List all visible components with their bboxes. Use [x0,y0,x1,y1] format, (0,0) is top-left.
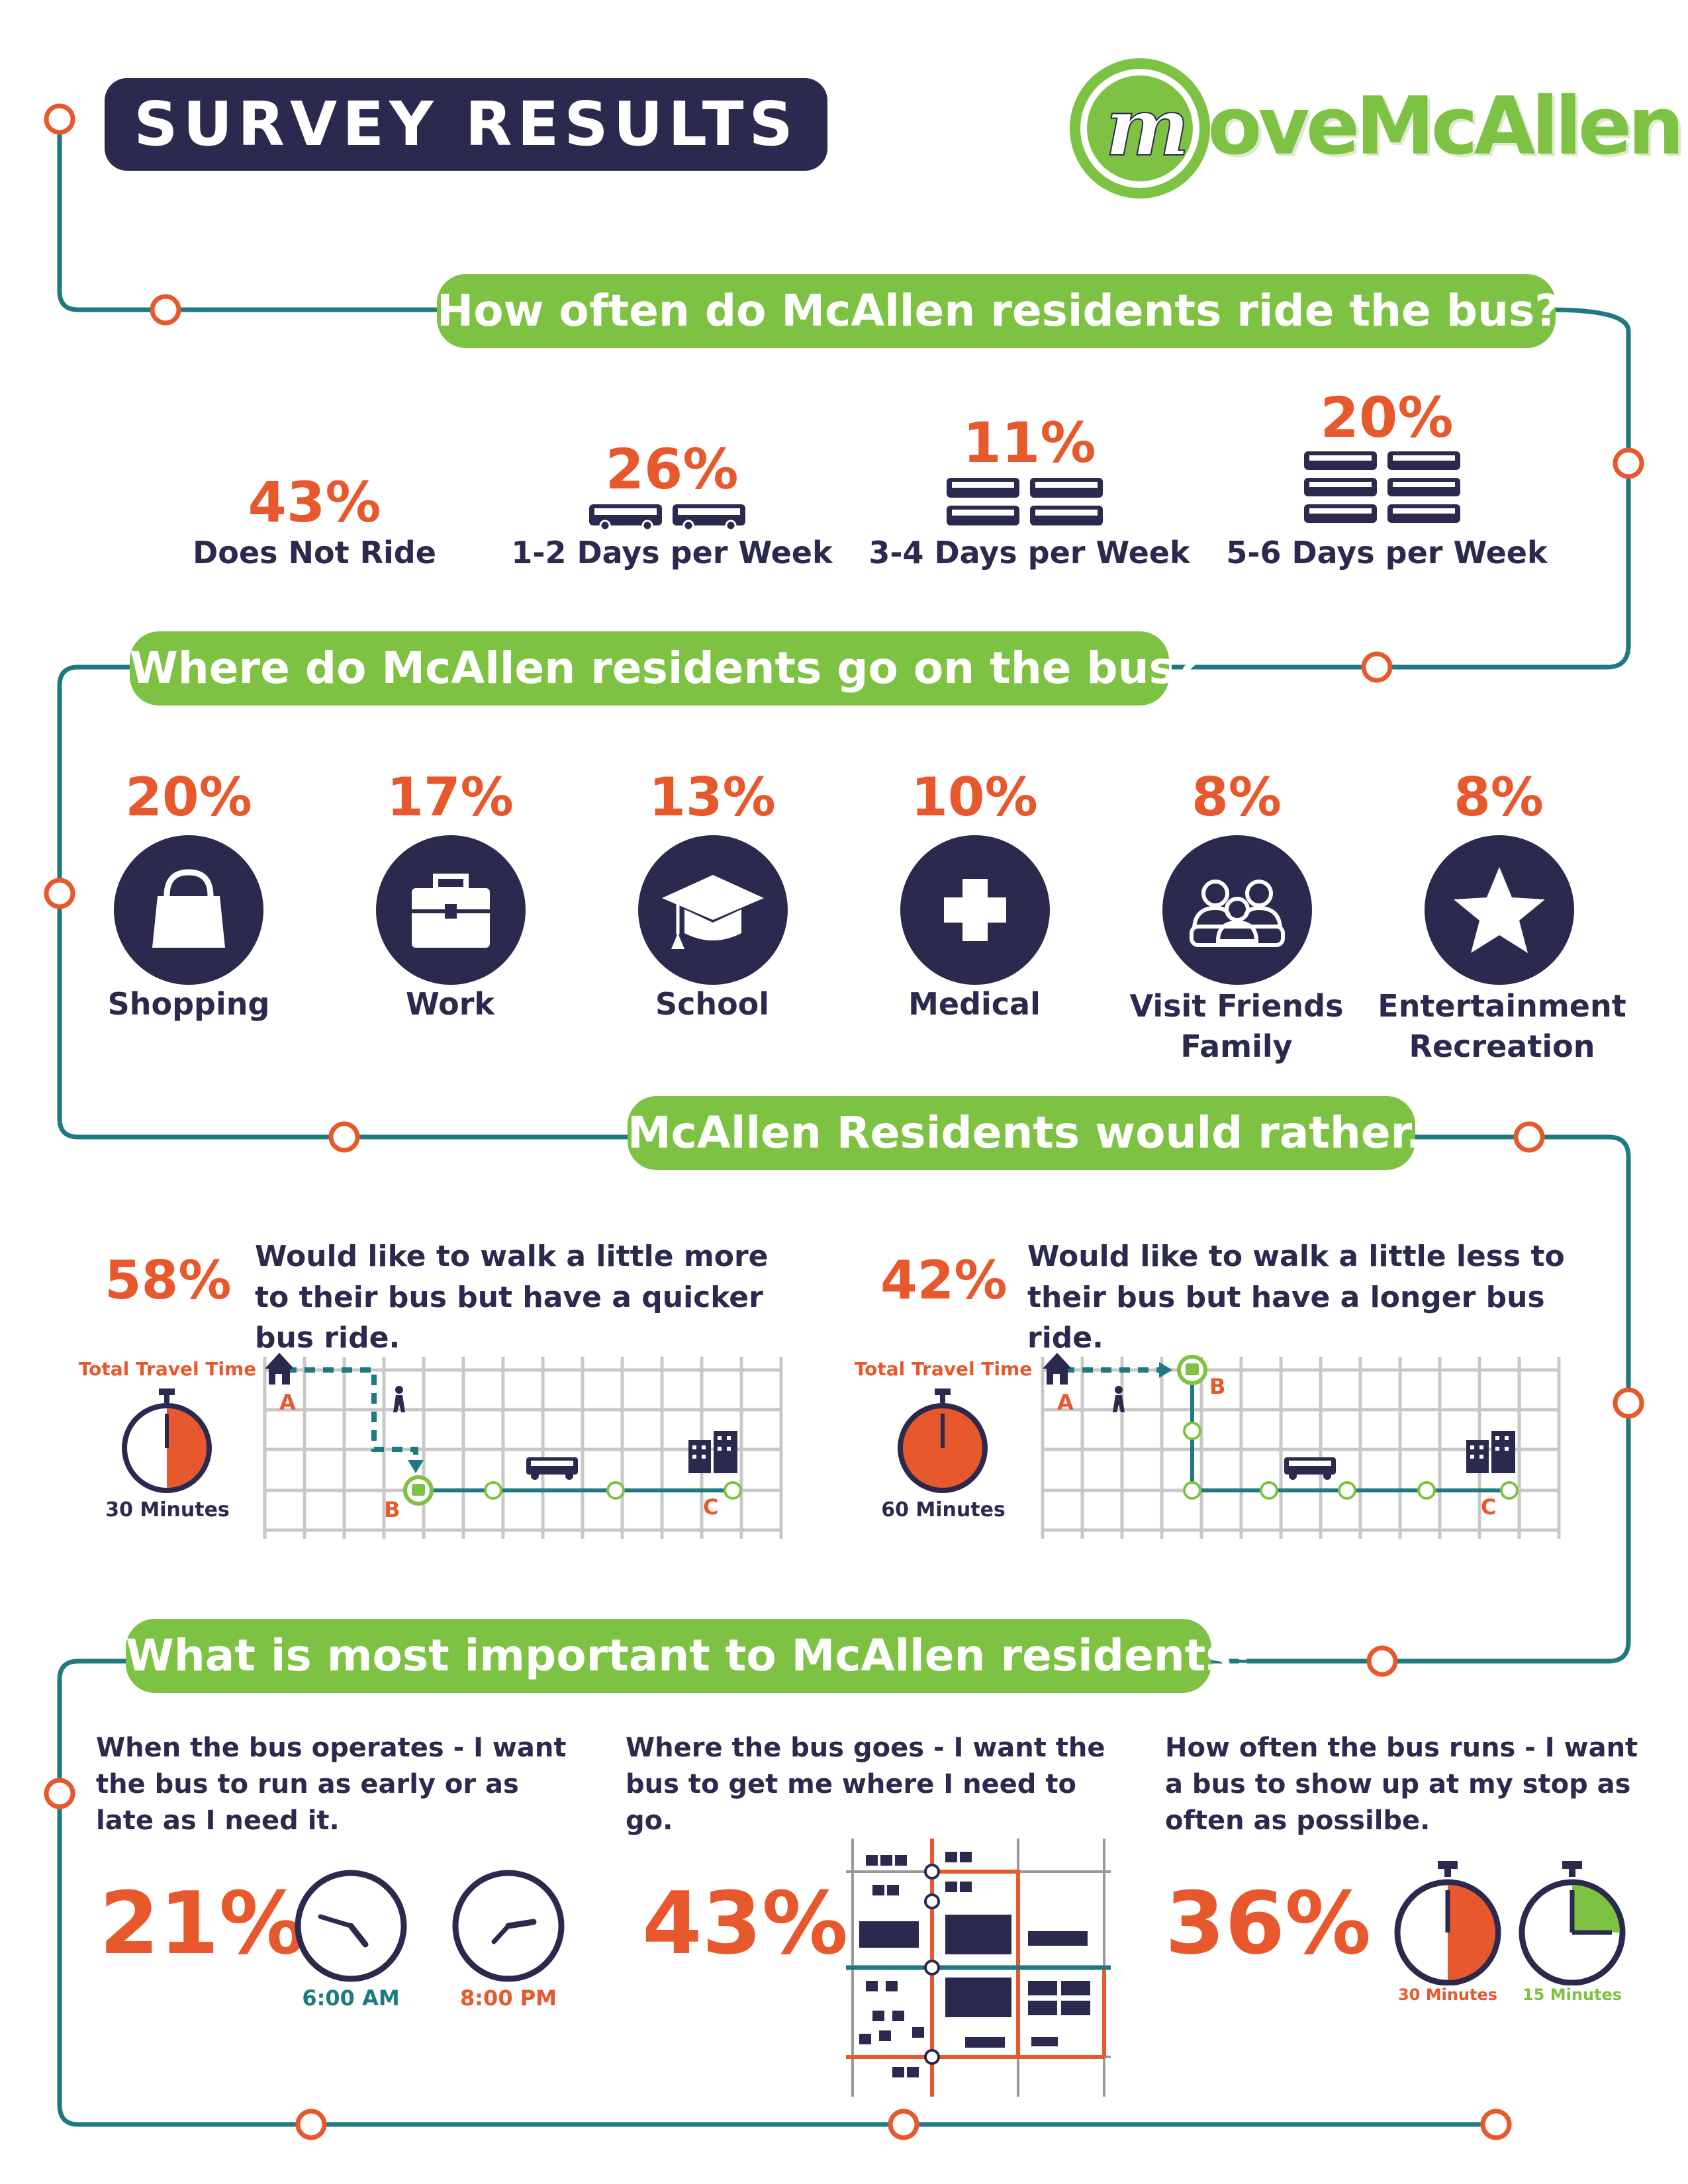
dest-percent-medical: 10% [911,766,1038,828]
city-route-map [846,1839,1111,2100]
question-would-rather: McAllen Residents would rather... [628,1096,1456,1170]
question-ride-frequency: How often do McAllen residents ride the … [437,274,1560,348]
question-most-important: What is most important to McAllen reside… [126,1619,1257,1693]
travel-time-label-left: Total Travel Time [78,1358,257,1380]
bus-icons-5-6-days [1304,450,1470,533]
importance-text-where: Where the bus goes - I want the bus to g… [626,1733,1105,1837]
route-map-right: A B C [1029,1343,1572,1545]
dest-label-school: School [655,986,770,1022]
minutes-label-left: 30 Minutes [105,1498,230,1522]
stopwatch-30-icon [118,1387,217,1496]
ride-label-does-not-ride: Does Not Ride [193,535,436,570]
importance-percent-when: 21% [99,1873,306,1974]
bus-icons-1-2-days [589,502,755,534]
rather-percent-walk-less: 42% [880,1250,1008,1311]
briefcase-icon [376,835,526,985]
stopwatch-15-min-icon [1516,1860,1628,1989]
clock-label-6am: 6:00 AM [302,1985,400,2011]
point-a-label-left: A [279,1390,296,1415]
dest-percent-shopping: 20% [125,766,252,828]
timer-label-30: 30 Minutes [1397,1985,1498,2004]
rather-text-walk-less: Would like to walk a little less to thei… [1027,1240,1565,1355]
medical-cross-icon [900,835,1050,985]
dest-label-work: Work [406,986,494,1022]
stopwatch-30-min-icon [1391,1860,1504,1989]
point-b-label-left: B [384,1497,400,1522]
ride-label-5-6-days: 5-6 Days per Week [1226,535,1548,570]
ride-label-3-4-days: 3-4 Days per Week [868,535,1190,570]
ride-percent-3-4-days: 11% [962,410,1096,475]
question-destinations: Where do McAllen residents go on the bus… [130,631,1200,705]
timer-label-15: 15 Minutes [1522,1985,1622,2004]
clock-6am-icon [291,1866,410,1989]
stopwatch-60-icon [894,1387,993,1496]
clock-8pm-icon [449,1866,568,1989]
dest-label-shopping: Shopping [107,986,270,1022]
star-icon [1425,835,1574,985]
ride-percent-does-not-ride: 43% [248,470,381,535]
clock-label-8pm: 8:00 PM [459,1985,557,2011]
importance-percent-where: 43% [642,1873,849,1974]
ride-percent-5-6-days: 20% [1320,385,1454,450]
shopping-bag-icon [114,835,263,985]
importance-percent-how-often: 36% [1165,1873,1372,1974]
svg-text:m: m [1105,81,1190,174]
route-map-left: A B C [252,1343,794,1545]
importance-text-how-often: How often the bus runs - I want a bus to… [1165,1733,1638,1837]
graduation-cap-icon [638,835,788,985]
dest-percent-visit-friends: 8% [1192,766,1282,828]
point-c-label-left: C [703,1494,718,1520]
dest-percent-entertainment: 8% [1454,766,1544,828]
people-icon [1162,835,1312,985]
move-mcallen-logo: m oveMcAllen [1067,56,1685,201]
minutes-label-right: 60 Minutes [881,1498,1006,1522]
dest-label-entertainment: Entertainment Recreation [1378,988,1626,1064]
ride-label-1-2-days: 1-2 Days per Week [511,535,833,570]
page-title: SURVEY RESULTS [105,78,827,171]
logo-text: oveMcAllen [1207,81,1685,173]
bus-icons-3-4-days [947,477,1112,535]
point-c-label-right: C [1481,1494,1496,1520]
dest-percent-school: 13% [649,766,776,828]
importance-text-when: When the bus operates - I want the bus t… [96,1733,567,1837]
rather-text-walk-more: Would like to walk a little more to thei… [255,1240,769,1355]
rather-percent-walk-more: 58% [105,1250,232,1311]
dest-label-medical: Medical [908,986,1041,1022]
dest-label-visit-friends: Visit Friends Family [1129,988,1344,1064]
point-b-label-right: B [1209,1374,1225,1399]
dest-percent-work: 17% [387,766,514,828]
point-a-label-right: A [1057,1390,1074,1415]
ride-percent-1-2-days: 26% [605,437,739,502]
travel-time-label-right: Total Travel Time [854,1358,1033,1380]
